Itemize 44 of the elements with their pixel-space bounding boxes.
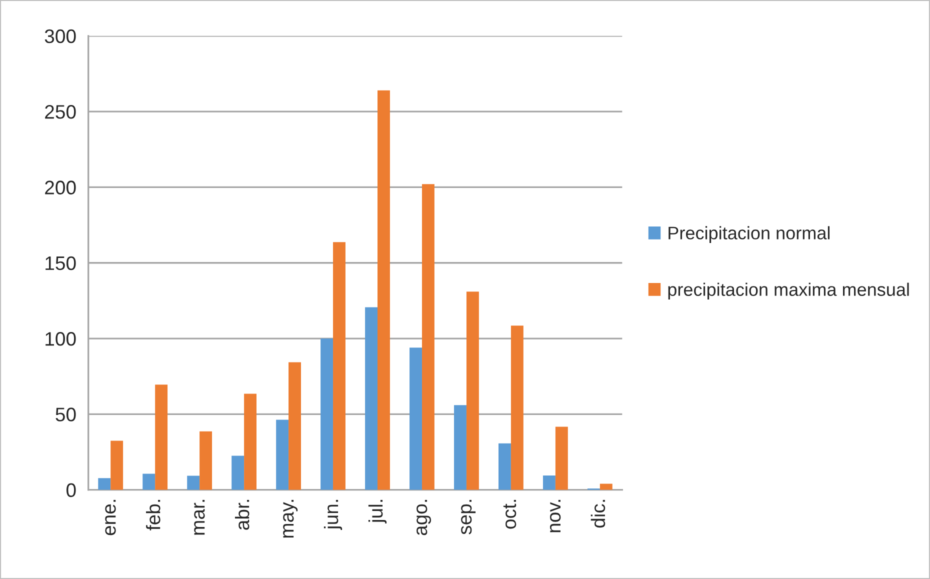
bar bbox=[454, 405, 466, 490]
bar bbox=[244, 394, 257, 490]
bar bbox=[410, 348, 422, 490]
y-tick-label: 250 bbox=[45, 105, 76, 119]
bar bbox=[288, 362, 301, 490]
y-tick-label: 50 bbox=[56, 408, 76, 422]
bar bbox=[110, 440, 124, 490]
x-tick-label: feb. bbox=[146, 500, 160, 530]
x-tick-label: may. bbox=[283, 500, 298, 538]
bar bbox=[200, 431, 212, 490]
y-tick-label: 150 bbox=[46, 256, 76, 270]
x-tick-label: oct. bbox=[503, 500, 516, 529]
bar bbox=[555, 426, 568, 490]
y-tick-label: 300 bbox=[44, 29, 76, 44]
bar bbox=[232, 456, 244, 490]
bar bbox=[466, 292, 479, 490]
bar bbox=[510, 326, 524, 490]
bar bbox=[155, 384, 168, 490]
x-tick-label: jul. bbox=[368, 500, 387, 524]
bar bbox=[187, 476, 200, 490]
bar bbox=[378, 90, 390, 490]
legend-label: Precipitacion normal bbox=[668, 226, 830, 244]
x-tick-label: jun. bbox=[324, 500, 342, 530]
bar bbox=[333, 242, 346, 490]
bar bbox=[600, 484, 612, 490]
x-tick-label: abr. bbox=[234, 500, 250, 530]
bar bbox=[542, 475, 556, 490]
x-tick-label: ago. bbox=[416, 500, 432, 536]
x-tick-label: sep. bbox=[461, 500, 476, 534]
x-tick-label: dic. bbox=[590, 500, 606, 528]
x-tick-label: mar. bbox=[194, 500, 205, 535]
bar bbox=[365, 307, 378, 490]
legend-label: precipitacion maxima mensual bbox=[668, 282, 909, 300]
y-tick-label: 200 bbox=[45, 180, 76, 194]
bar bbox=[98, 478, 111, 490]
x-tick-label: nov. bbox=[550, 500, 561, 532]
bar bbox=[498, 443, 511, 490]
bar bbox=[276, 420, 289, 490]
y-tick-label: 0 bbox=[66, 483, 76, 498]
bar bbox=[142, 474, 156, 490]
y-tick-label: 100 bbox=[46, 332, 76, 346]
bar bbox=[320, 338, 334, 490]
bar bbox=[422, 184, 434, 490]
x-tick-label: ene. bbox=[105, 500, 116, 536]
